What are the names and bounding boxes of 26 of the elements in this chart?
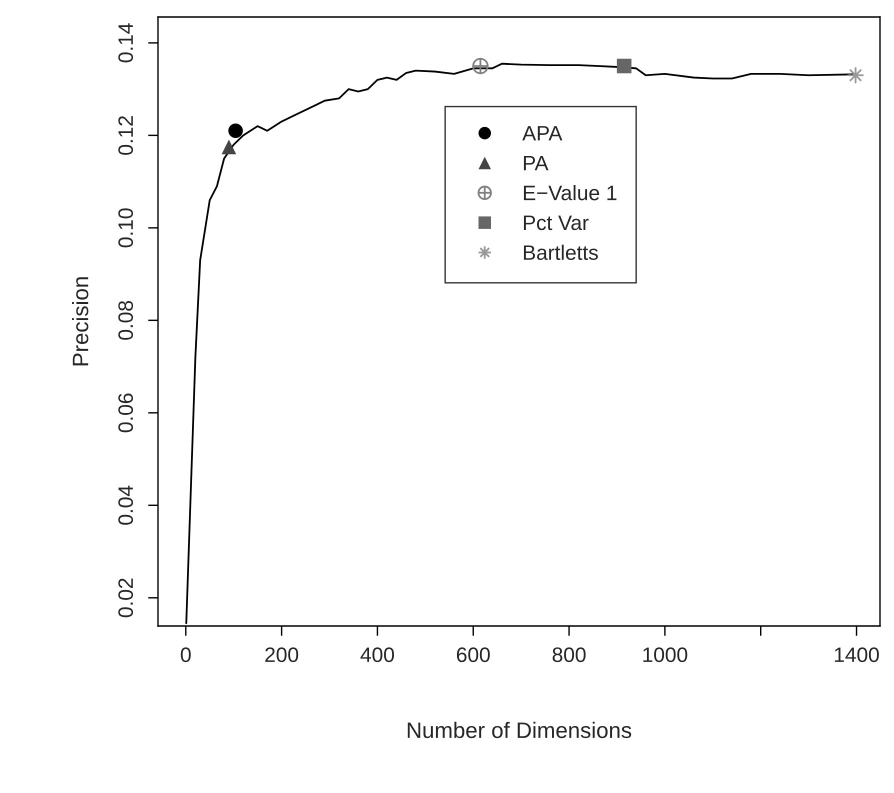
legend-label: Pct Var — [524, 216, 589, 230]
y-tick-label: 0.08 — [118, 300, 134, 340]
legend-label: PA — [524, 156, 548, 170]
x-tick-label: 200 — [265, 647, 298, 662]
x-tick-label: 1400 — [834, 647, 879, 662]
legend-label: E−Value 1 — [524, 185, 616, 200]
point — [222, 140, 236, 154]
x-tick-label: 600 — [456, 647, 490, 662]
point — [847, 67, 864, 84]
y-tick-label: 0.10 — [118, 208, 134, 248]
y-tick-label: 0.06 — [118, 393, 134, 432]
x-tick-label: 0 — [180, 647, 191, 662]
x-tick-label: 800 — [552, 647, 586, 662]
legend-label: Bartletts — [524, 244, 598, 260]
point — [472, 58, 489, 74]
x-tick-label: 400 — [360, 647, 394, 662]
y-axis-title: Precision — [72, 277, 88, 366]
y-tick-label: 0.12 — [118, 116, 134, 155]
point — [228, 123, 243, 138]
x-tick-label: 1000 — [643, 647, 688, 662]
y-tick-label: 0.04 — [118, 486, 134, 525]
point — [616, 58, 632, 74]
y-tick-label: 0.02 — [118, 578, 134, 618]
legend-label: APA — [522, 126, 562, 140]
x-axis-title: Number of Dimensions — [408, 722, 632, 738]
y-tick-label: 0.14 — [118, 23, 134, 62]
